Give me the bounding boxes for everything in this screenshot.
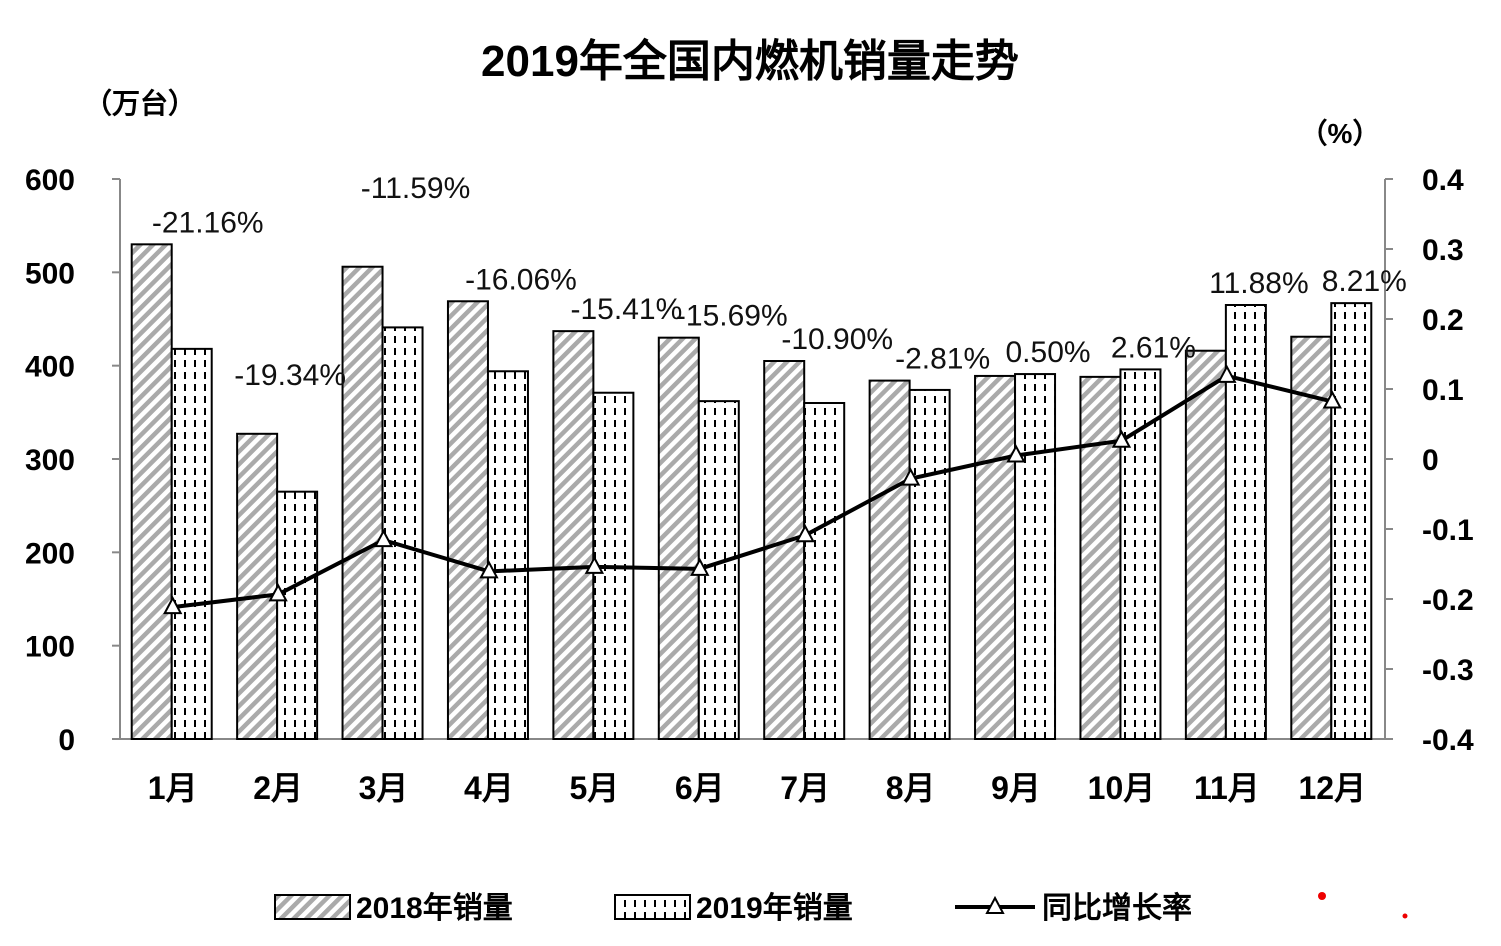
bar-2018 — [974, 374, 1017, 740]
y2-tick-label: 0.2 — [1422, 304, 1464, 337]
x-tick-label: 9月 — [991, 770, 1041, 806]
legend-swatch-2019 — [614, 894, 691, 920]
data-label: -10.90% — [781, 323, 893, 356]
growth-rate-marker — [690, 557, 710, 576]
growth-rate-marker — [1111, 429, 1132, 448]
x-tick-label: 4月 — [464, 770, 514, 806]
chart-title: 2019年全国内燃机销量走势 — [481, 36, 1019, 86]
x-tick-label: 7月 — [780, 770, 830, 806]
y2-tick-label: 0.4 — [1422, 164, 1464, 197]
x-tick-label: 5月 — [569, 770, 619, 806]
bar-2018 — [341, 265, 384, 740]
y2-tick-label: 0.1 — [1422, 374, 1464, 407]
data-label: -16.06% — [465, 263, 577, 296]
growth-rate-marker — [1322, 390, 1342, 409]
bar-2018 — [763, 360, 806, 740]
y2-tick-label: 0.3 — [1422, 234, 1464, 267]
bar-2019 — [1014, 373, 1057, 740]
bar-2018 — [130, 243, 173, 740]
data-label: 0.50% — [1006, 336, 1091, 369]
legend-label-2019: 2019年销量 — [696, 892, 853, 925]
bar-2018 — [868, 379, 911, 740]
x-tick-label: 10月 — [1088, 770, 1156, 806]
x-tick-label: 1月 — [148, 770, 198, 806]
legend-triangle-marker — [985, 895, 1005, 914]
bar-2018 — [446, 300, 489, 740]
growth-rate-marker — [268, 583, 288, 602]
bar-2018 — [552, 330, 595, 740]
growth-rate-marker — [1006, 444, 1026, 463]
growth-rate-line — [172, 373, 1333, 610]
legend-swatch-2018 — [274, 894, 351, 920]
y2-tick-label: 0 — [1422, 444, 1439, 477]
data-label: 11.88% — [1209, 267, 1309, 300]
y-tick-label: 200 — [25, 537, 75, 570]
data-label: 2.61% — [1111, 331, 1196, 364]
bar-2019 — [1119, 368, 1162, 740]
y2-axis-label: （%） — [1300, 117, 1381, 149]
bar-2019 — [803, 402, 846, 740]
growth-rate-marker — [1217, 364, 1237, 383]
growth-rate-marker — [795, 524, 815, 543]
bar-2019 — [486, 370, 529, 740]
x-tick-label: 11月 — [1194, 770, 1260, 806]
legend-label-growth: 同比增长率 — [1042, 892, 1192, 925]
x-tick-label: 3月 — [359, 770, 409, 806]
y-tick-label: 100 — [25, 631, 75, 664]
growth-rate-marker — [900, 467, 921, 486]
data-label: 8.21% — [1322, 265, 1407, 298]
y-tick-label: 300 — [25, 444, 75, 477]
bar-2018 — [1184, 349, 1227, 740]
bar-2019 — [1224, 304, 1267, 740]
y-tick-label: 0 — [58, 724, 75, 757]
data-label: -11.59% — [361, 172, 471, 205]
x-tick-label: 8月 — [886, 770, 936, 806]
bar-2019 — [908, 388, 951, 740]
data-label: -15.69% — [676, 300, 788, 333]
data-label: -2.81% — [895, 343, 990, 376]
bar-2019 — [276, 490, 319, 740]
y2-tick-label: -0.1 — [1422, 514, 1474, 547]
bar-2018 — [1290, 335, 1333, 740]
y2-tick-label: -0.2 — [1422, 584, 1474, 617]
y-tick-label: 400 — [25, 351, 75, 384]
data-label: -21.16% — [152, 206, 264, 239]
y-tick-label: 500 — [25, 257, 75, 290]
bar-2018 — [236, 432, 279, 740]
data-label: -19.34% — [234, 359, 346, 392]
x-tick-label: 2月 — [253, 770, 303, 806]
x-tick-label: 6月 — [675, 770, 725, 806]
growth-rate-marker — [584, 555, 605, 574]
bar-2019 — [381, 326, 424, 740]
red-dot — [1318, 892, 1326, 900]
red-dot — [1402, 913, 1408, 919]
y2-tick-label: -0.4 — [1422, 724, 1474, 757]
data-label: -15.41% — [571, 293, 683, 326]
y-axis-label: （万台） — [84, 87, 196, 119]
bar-2018 — [657, 336, 700, 740]
y2-tick-label: -0.3 — [1422, 654, 1474, 687]
legend: 2018年销量 2019年销量 同比增长率 — [274, 892, 1192, 925]
bar-2019 — [1330, 302, 1373, 740]
growth-rate-marker — [373, 529, 394, 548]
growth-rate-marker — [163, 595, 183, 615]
legend-label-2018: 2018年销量 — [356, 892, 513, 925]
growth-rate-marker — [479, 560, 499, 579]
bar-2018 — [1079, 375, 1122, 740]
bar-2019 — [170, 347, 213, 740]
x-tick-label: 12月 — [1298, 770, 1366, 806]
y-tick-label: 600 — [25, 164, 75, 197]
